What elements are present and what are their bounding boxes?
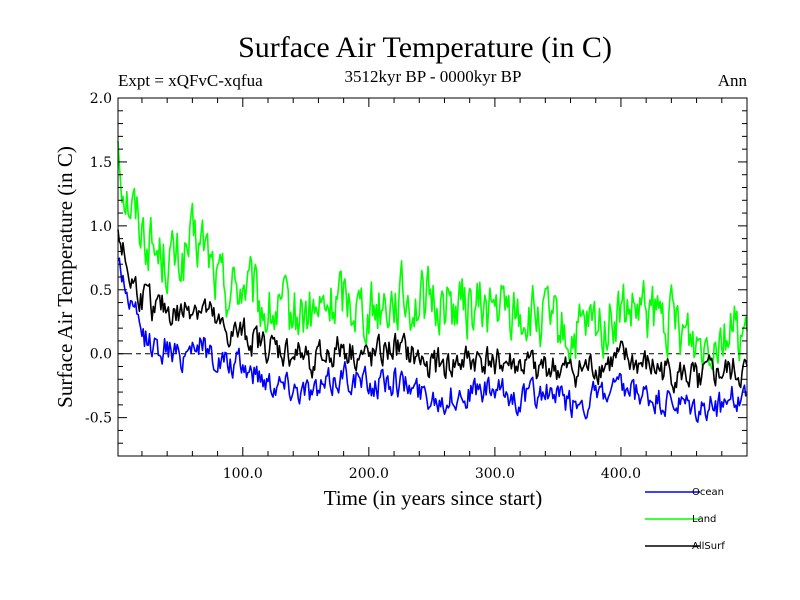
- chart-title: Surface Air Temperature (in C): [238, 31, 612, 64]
- legend: Ocean Land AllSurf: [645, 487, 725, 552]
- y-tick-label: 1.0: [90, 219, 112, 235]
- series-line-land: [117, 141, 748, 371]
- legend-label-allsurf: AllSurf: [692, 541, 725, 552]
- y-axis-label: Surface Air Temperature (in C): [53, 146, 77, 408]
- x-tick-label: 200.0: [349, 466, 389, 482]
- legend-label-ocean: Ocean: [692, 487, 724, 498]
- y-tick-label: 0.5: [90, 283, 112, 299]
- y-tick-label: 2.0: [90, 91, 112, 107]
- series-line-ocean: [117, 257, 748, 423]
- x-tick-label: 100.0: [223, 466, 263, 482]
- experiment-label: Expt = xQFvC-xqfua: [118, 71, 263, 90]
- plot-area: [117, 141, 748, 423]
- y-tick-label: -0.5: [85, 411, 112, 427]
- x-axis-label: Time (in years since start): [324, 486, 543, 510]
- y-tick-label: 0.0: [90, 347, 112, 363]
- season-label: Ann: [718, 71, 748, 90]
- y-tick-label: 1.5: [90, 155, 112, 171]
- legend-label-land: Land: [692, 514, 716, 525]
- series-line-allsurf: [117, 229, 748, 394]
- x-tick-label: 400.0: [601, 466, 641, 482]
- chart-subtitle: 3512kyr BP - 0000kyr BP: [345, 67, 522, 86]
- x-ticks: 100.0 200.0 300.0 400.0: [141, 98, 723, 482]
- y-ticks: -0.5 0.0 0.5 1.0 1.5 2.0: [85, 91, 747, 444]
- x-tick-label: 300.0: [475, 466, 515, 482]
